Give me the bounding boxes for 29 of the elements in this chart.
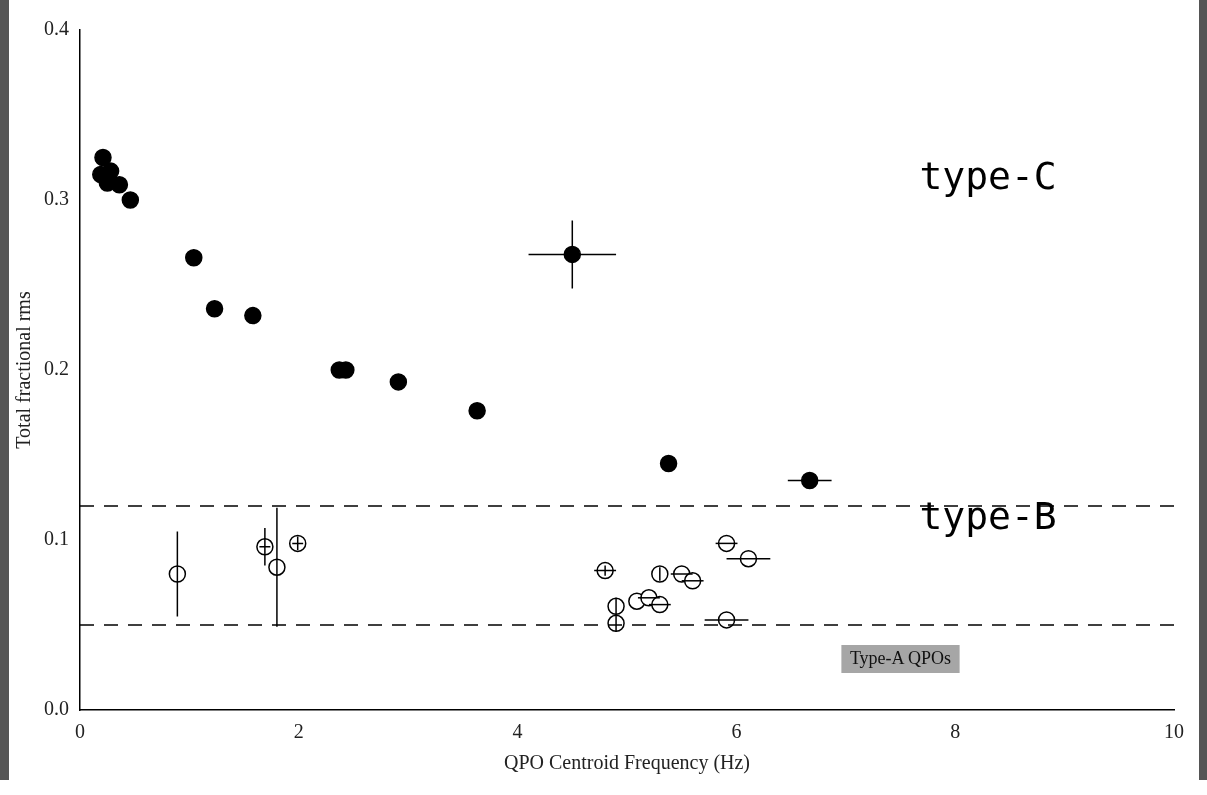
point xyxy=(168,565,186,583)
y-tick-label: 0.4 xyxy=(43,17,69,40)
annotation: type-C xyxy=(918,154,1057,199)
point xyxy=(121,191,139,209)
point xyxy=(110,175,128,194)
x-tick-label: 2 xyxy=(293,720,304,743)
point xyxy=(205,300,223,318)
point xyxy=(739,549,757,568)
point xyxy=(389,373,407,391)
x-tick-label: 4 xyxy=(512,720,523,743)
point xyxy=(467,402,486,420)
point xyxy=(800,471,818,490)
y-tick-label: 0.0 xyxy=(43,697,69,720)
point xyxy=(93,148,112,167)
y-tick-label: 0.2 xyxy=(43,357,69,380)
y-tick-label: 0.1 xyxy=(43,527,69,550)
point xyxy=(717,534,735,553)
y-axis-title: Total fractional rms xyxy=(11,291,34,449)
annotation: type-B xyxy=(918,494,1057,539)
x-tick-label: 8 xyxy=(949,720,960,743)
x-tick-label: 10 xyxy=(1163,720,1184,743)
point xyxy=(659,454,677,473)
annotation: Type-A QPOs xyxy=(849,647,951,668)
x-tick-label: 6 xyxy=(730,720,741,743)
x-tick-label: 0 xyxy=(74,720,85,743)
y-tick-label: 0.3 xyxy=(43,187,69,210)
x-axis-title: QPO Centroid Frequency (Hz) xyxy=(503,751,750,775)
point xyxy=(243,306,262,325)
point xyxy=(184,249,203,267)
